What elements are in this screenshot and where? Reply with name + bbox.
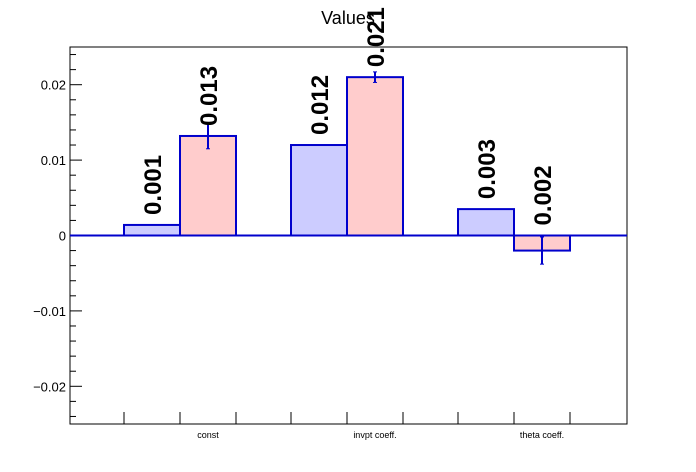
bar (346, 76, 404, 237)
y-tick-label: −0.02 (33, 379, 66, 394)
axes-group: −0.02 −0.01 0 0.01 0.02 const invpt coeff. thet… (33, 54, 627, 440)
y-tick-label: −0.01 (33, 304, 66, 319)
bar (457, 208, 515, 237)
data-label: 0.012 (307, 75, 334, 135)
y-tick-label: 0 (59, 229, 66, 244)
y-tick-label: 0.02 (41, 78, 66, 93)
data-label: 0.013 (196, 66, 223, 126)
y-tick-label: 0.01 (41, 153, 66, 168)
bars-group (123, 71, 571, 265)
data-labels-group: 0.001 0.012 0.003 0.013 0.021 0.002 (140, 7, 557, 225)
data-label: 0.021 (363, 7, 390, 67)
bar (290, 144, 348, 237)
bar (179, 134, 237, 237)
x-category-label: invpt coeff. (353, 430, 396, 440)
data-label: 0.002 (530, 165, 557, 225)
data-label: 0.003 (474, 139, 501, 199)
chart-title: Values (321, 8, 375, 28)
bar (123, 223, 181, 237)
x-category-label: theta coeff. (520, 430, 564, 440)
x-category-label: const (197, 430, 219, 440)
data-label: 0.001 (140, 155, 167, 215)
